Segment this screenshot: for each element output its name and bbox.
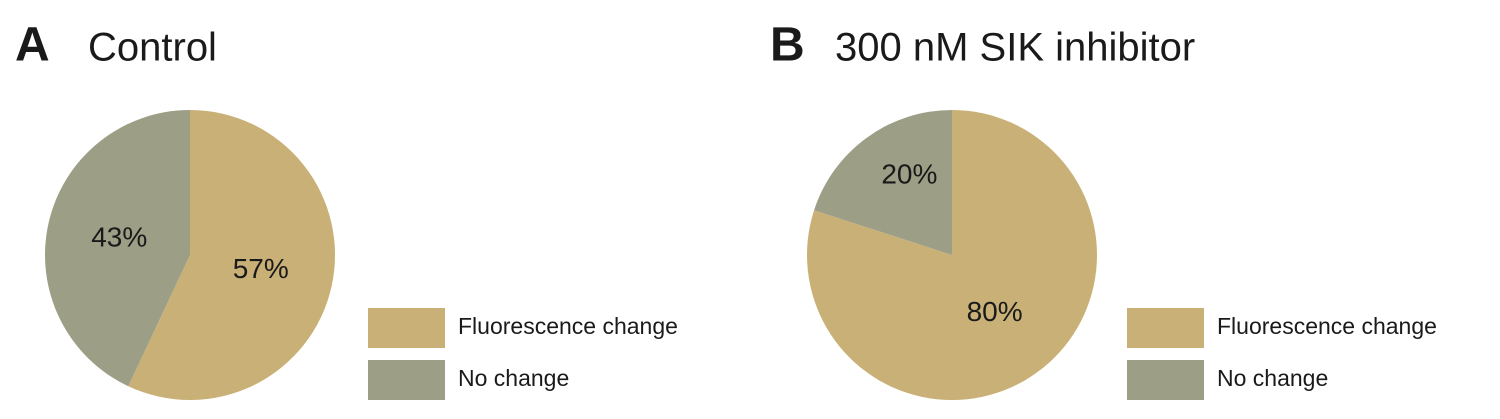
slice-label: 57% — [233, 253, 289, 284]
slice-label: 43% — [91, 222, 147, 253]
panel-label: A — [15, 19, 50, 72]
pie-slice — [45, 110, 191, 387]
chart-title: Control — [88, 26, 217, 70]
slice-label: 20% — [881, 159, 937, 190]
pie-slice — [128, 110, 336, 400]
legend-swatch — [368, 308, 445, 348]
legend-label: No change — [458, 365, 569, 391]
slice-label: 80% — [967, 296, 1023, 327]
panel-label: B — [770, 19, 805, 72]
legend-swatch — [1127, 308, 1204, 348]
chart-title: 300 nM SIK inhibitor — [835, 26, 1195, 70]
legend-label: Fluorescence change — [1217, 313, 1437, 339]
pie-slice — [814, 110, 952, 255]
legend-swatch — [1127, 360, 1204, 400]
legend-label: Fluorescence change — [458, 313, 678, 339]
pie-slice — [807, 110, 1097, 400]
legend-swatch — [368, 360, 445, 400]
legend-label: No change — [1217, 365, 1328, 391]
